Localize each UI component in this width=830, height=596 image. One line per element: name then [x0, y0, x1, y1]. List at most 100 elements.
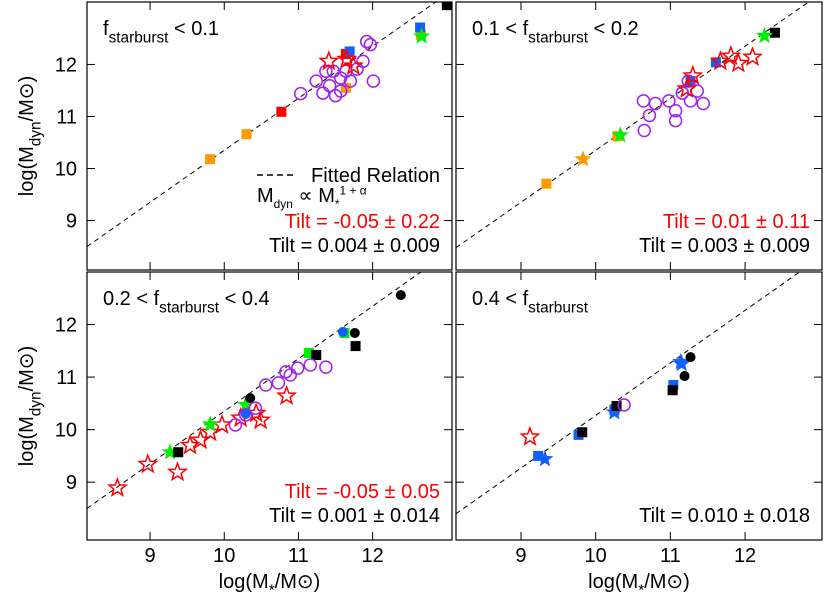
square-marker	[541, 178, 552, 189]
x-tick-label: 12	[361, 545, 383, 567]
tilt-annotation: Tilt = 0.004 ± 0.009	[269, 235, 440, 257]
y-axis-label: log(Mdyn/M⊙)	[16, 346, 45, 466]
panel-title: 0.4 < fstarburst	[472, 288, 589, 317]
open-star-marker	[741, 46, 764, 67]
tilt-annotation: Tilt = 0.001 ± 0.014	[269, 505, 440, 527]
fit-line	[87, 2, 437, 247]
panel-title-part: starburst	[109, 30, 170, 47]
panel-title-part: starburst	[159, 300, 220, 317]
open-circle-marker	[366, 74, 381, 88]
panel-title-part: starburst	[528, 300, 589, 317]
panel-title-part: 0.1 < f	[472, 18, 529, 40]
points	[205, 2, 452, 165]
square-marker	[350, 341, 361, 352]
formula: Mdyn ∝ M*1 + α	[257, 183, 367, 211]
x-tick-label: 11	[660, 545, 681, 567]
star-marker	[536, 450, 554, 467]
x-tick-label: 10	[585, 545, 607, 567]
star-marker	[611, 126, 629, 143]
y-tick-label: 11	[56, 367, 77, 389]
formula-part: dyn	[274, 197, 293, 211]
y-axis-label-part: dyn	[28, 391, 45, 416]
x-axis-label-part: log(M	[588, 571, 638, 593]
open-star-marker	[189, 429, 212, 450]
y-tick-label: 12	[55, 315, 77, 337]
open-circle-marker	[343, 74, 358, 88]
x-tick-label: 11	[288, 545, 309, 567]
y-axis-label-part: /M⊙)	[16, 76, 38, 122]
square-marker	[577, 427, 588, 438]
open-star-marker	[166, 461, 189, 482]
open-circle-marker	[333, 71, 348, 85]
y-tick-label: 10	[55, 420, 77, 442]
panel: 9 10 11 12 0.4 < fstarburst log(M*/M⊙) Tilt = …	[455, 271, 823, 596]
star-marker	[672, 352, 690, 370]
open-circle-marker	[648, 96, 663, 111]
open-star-marker	[676, 77, 698, 98]
open-star-marker	[137, 453, 159, 474]
open-star-marker	[727, 52, 749, 73]
open-circle-marker	[259, 378, 273, 392]
square-marker	[415, 22, 426, 33]
open-circle-marker	[228, 418, 243, 432]
panel-title-part: < 0.2	[588, 18, 639, 40]
open-star-marker	[342, 54, 364, 76]
open-circle-marker	[239, 408, 253, 422]
square-marker	[241, 129, 252, 140]
open-circle-marker	[279, 365, 293, 379]
tilt-annotation: Tilt = 0.010 ± 0.018	[639, 505, 810, 527]
open-circle-marker	[359, 34, 374, 49]
formula-part: ∝ M	[293, 185, 335, 207]
open-circle-marker	[293, 86, 308, 101]
open-circle-marker	[322, 79, 337, 93]
y-axis-label: log(Mdyn/M⊙)	[16, 76, 45, 196]
y-tick-label: 10	[55, 159, 77, 181]
open-circle-marker	[303, 358, 318, 372]
open-star-marker	[519, 425, 541, 447]
panel-title: 0.2 < fstarburst < 0.4	[103, 288, 270, 317]
square-marker	[769, 27, 780, 38]
panel-title-part: 0.2 < f	[103, 288, 160, 310]
open-circle-marker	[290, 361, 305, 375]
square-marker	[303, 347, 314, 358]
y-tick-label: 12	[55, 54, 77, 76]
open-circle-marker	[319, 64, 333, 78]
open-circle-marker	[356, 54, 370, 69]
open-star-marker	[275, 384, 298, 406]
x-tick-label: 9	[515, 545, 526, 567]
panel-title-part: < 0.1	[168, 18, 219, 40]
open-circle-marker	[636, 94, 651, 108]
panel-title: 0.1 < fstarburst < 0.2	[472, 18, 639, 47]
circle-marker	[240, 408, 251, 419]
open-circle-marker	[637, 123, 651, 138]
square-marker	[205, 154, 216, 165]
circle-marker	[245, 393, 256, 404]
points	[106, 290, 406, 498]
panel-title: fstarburst < 0.1	[103, 18, 219, 47]
square-marker	[611, 401, 622, 411]
circle-marker	[337, 326, 348, 337]
open-circle-marker	[690, 84, 705, 98]
open-star-marker	[720, 44, 742, 66]
panel-frame	[455, 271, 823, 541]
open-circle-marker	[271, 376, 286, 390]
square-marker	[667, 385, 678, 396]
star-marker	[605, 403, 623, 420]
panel-frame	[455, 1, 823, 271]
tilt-annotation: Tilt = 0.003 ± 0.009	[639, 235, 810, 257]
square-marker	[344, 46, 355, 57]
star-marker	[201, 415, 219, 432]
open-star-marker	[199, 421, 221, 442]
fit-line	[87, 272, 422, 509]
open-star-marker	[318, 50, 340, 71]
circle-marker	[685, 352, 696, 363]
open-circle-marker	[668, 104, 683, 118]
x-axis-label-part: log(M	[219, 571, 269, 593]
open-star-marker	[682, 64, 704, 85]
open-circle-marker	[642, 108, 657, 123]
x-axis-label-part: /M⊙)	[644, 571, 690, 593]
square-marker	[533, 450, 544, 461]
panel-title-part: starburst	[528, 30, 589, 47]
y-axis-label-part: log(M	[16, 416, 38, 466]
